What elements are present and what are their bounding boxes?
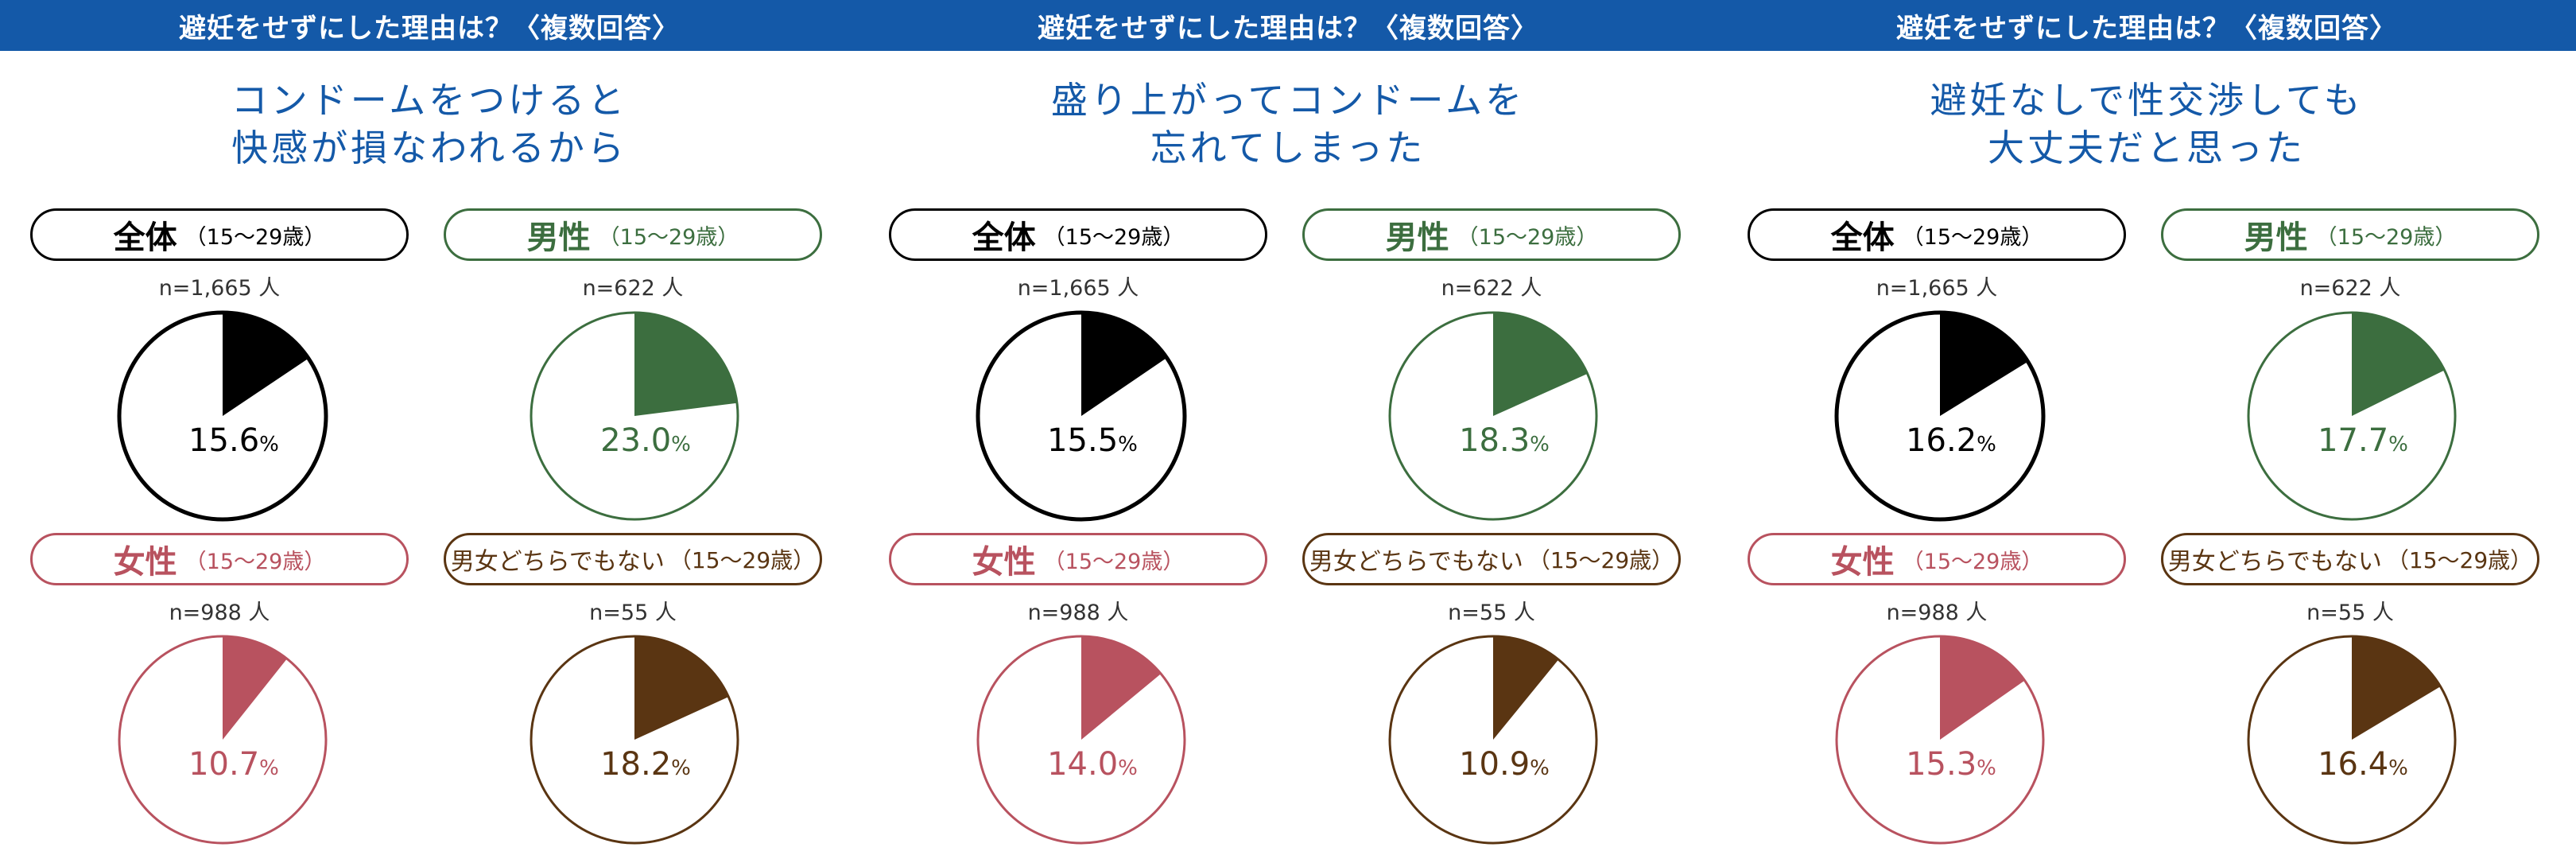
pie-value-label: 14.0% bbox=[1047, 746, 1138, 783]
group-age: （15〜29歳） bbox=[1043, 549, 1185, 574]
group-age: （15〜29歳） bbox=[669, 547, 816, 573]
group-name: 全体 bbox=[972, 220, 1036, 256]
question-line: 避妊なしで性交渉しても bbox=[1930, 79, 2364, 122]
group-label-total: 全体 （15〜29歳） bbox=[889, 208, 1267, 261]
sample-size: n=988 人 bbox=[1027, 601, 1129, 625]
question-line: 快感が損なわれるから bbox=[231, 126, 627, 169]
banner-title: 避妊をせずにした理由は？〈複数回答〉 bbox=[859, 0, 1717, 51]
question-title: 避妊なしで性交渉しても 大丈夫だと思った bbox=[1717, 76, 2576, 172]
pie-slice bbox=[634, 313, 737, 416]
pie-value-label: 23.0% bbox=[600, 422, 691, 459]
pie-slice bbox=[223, 636, 287, 740]
group-name: 男性 bbox=[2244, 220, 2308, 256]
group-age: （15〜29歳） bbox=[1527, 547, 1674, 573]
pie-value-label: 16.4% bbox=[2318, 746, 2408, 783]
question-line: 大丈夫だと思った bbox=[1988, 126, 2306, 169]
group-name: 女性 bbox=[113, 544, 177, 581]
group-name: 女性 bbox=[972, 544, 1036, 581]
sample-size: n=622 人 bbox=[2299, 276, 2401, 301]
sample-size: n=1,665 人 bbox=[158, 276, 281, 301]
group-label-total: 全体 （15〜29歳） bbox=[1748, 208, 2126, 261]
pie-male: 17.7% bbox=[2247, 311, 2457, 521]
pie-slice bbox=[1493, 313, 1588, 416]
pie-slice bbox=[634, 636, 729, 740]
group-label-male: 男性 （15〜29歳） bbox=[2161, 208, 2539, 261]
pie-value-label: 16.2% bbox=[1906, 422, 1996, 459]
pie-value-label: 17.7% bbox=[2318, 422, 2408, 459]
sample-size: n=55 人 bbox=[589, 601, 677, 625]
sample-size: n=55 人 bbox=[2306, 601, 2394, 625]
pie-other: 10.9% bbox=[1388, 635, 1598, 845]
group-age: （15〜29歳） bbox=[1902, 224, 2043, 250]
sample-size: n=1,665 人 bbox=[1017, 276, 1139, 301]
chart-panel-1: 避妊をせずにした理由は？〈複数回答〉コンドームをつけると 快感が損なわれるから全体… bbox=[0, 0, 859, 859]
pie-value-label: 10.9% bbox=[1459, 746, 1550, 783]
pie-slice bbox=[1081, 636, 1162, 740]
group-age: （15〜29歳） bbox=[184, 549, 326, 574]
question-line: 忘れてしまった bbox=[1150, 126, 1426, 169]
pie-other: 16.4% bbox=[2247, 635, 2457, 845]
pie-value-label: 15.3% bbox=[1906, 746, 1996, 783]
group-age: （15〜29歳） bbox=[1043, 224, 1185, 250]
pie-female: 15.3% bbox=[1835, 635, 2045, 845]
group-age: （15〜29歳） bbox=[184, 224, 326, 250]
pie-slice bbox=[2352, 636, 2441, 740]
pie-female: 10.7% bbox=[118, 635, 328, 845]
group-age: （15〜29歳） bbox=[2315, 224, 2457, 250]
group-label-female: 女性 （15〜29歳） bbox=[1748, 533, 2126, 585]
group-name: 男女どちらでもない bbox=[450, 548, 665, 576]
group-label-female: 女性 （15〜29歳） bbox=[30, 533, 409, 585]
pie-value-label: 18.3% bbox=[1459, 422, 1550, 459]
group-name: 女性 bbox=[1830, 544, 1895, 581]
group-name: 全体 bbox=[113, 220, 177, 256]
pie-male: 18.3% bbox=[1388, 311, 1598, 521]
pie-total: 15.5% bbox=[976, 310, 1187, 522]
pie-slice bbox=[1493, 636, 1559, 740]
group-name: 男性 bbox=[1385, 220, 1449, 256]
sample-size: n=55 人 bbox=[1448, 601, 1535, 625]
sample-size: n=622 人 bbox=[582, 276, 684, 301]
group-label-total: 全体 （15〜29歳） bbox=[30, 208, 409, 261]
group-age: （15〜29歳） bbox=[598, 224, 739, 250]
question-title: 盛り上がってコンドームを 忘れてしまった bbox=[859, 76, 1717, 172]
group-age: （15〜29歳） bbox=[1902, 549, 2043, 574]
sample-size: n=988 人 bbox=[169, 601, 270, 625]
chart-panel-2: 避妊をせずにした理由は？〈複数回答〉盛り上がってコンドームを 忘れてしまった全体 （… bbox=[859, 0, 1717, 859]
pie-female: 14.0% bbox=[976, 635, 1186, 845]
chart-panel-3: 避妊をせずにした理由は？〈複数回答〉避妊なしで性交渉しても 大丈夫だと思った全体 （… bbox=[1717, 0, 2576, 859]
pie-slice bbox=[1940, 313, 2028, 416]
pie-slice bbox=[1940, 636, 2025, 740]
pie-value-label: 15.6% bbox=[188, 422, 279, 459]
group-name: 全体 bbox=[1830, 220, 1895, 256]
sample-size: n=1,665 人 bbox=[1876, 276, 1998, 301]
group-name: 男女どちらでもない bbox=[2167, 548, 2382, 576]
pie-male: 23.0% bbox=[530, 311, 739, 521]
pie-value-label: 10.7% bbox=[188, 746, 279, 783]
group-label-male: 男性 （15〜29歳） bbox=[444, 208, 822, 261]
group-label-female: 女性 （15〜29歳） bbox=[889, 533, 1267, 585]
pie-slice bbox=[223, 313, 308, 416]
sample-size: n=988 人 bbox=[1886, 601, 1988, 625]
question-line: コンドームをつけると bbox=[231, 79, 628, 122]
group-name: 男性 bbox=[526, 220, 591, 256]
banner-title: 避妊をせずにした理由は？〈複数回答〉 bbox=[0, 0, 859, 51]
pie-value-label: 15.5% bbox=[1047, 422, 1138, 459]
pie-slice bbox=[1081, 313, 1167, 416]
question-line: 盛り上がってコンドームを bbox=[1050, 79, 1526, 122]
pie-value-label: 18.2% bbox=[600, 746, 691, 783]
group-label-other: 男女どちらでもない （15〜29歳） bbox=[2161, 533, 2539, 585]
group-label-male: 男性 （15〜29歳） bbox=[1302, 208, 1681, 261]
pie-total: 16.2% bbox=[1834, 310, 2046, 522]
question-title: コンドームをつけると 快感が損なわれるから bbox=[0, 76, 859, 172]
group-label-other: 男女どちらでもない （15〜29歳） bbox=[1302, 533, 1681, 585]
banner-title: 避妊をせずにした理由は？〈複数回答〉 bbox=[1717, 0, 2576, 51]
pie-slice bbox=[2352, 313, 2445, 416]
group-name: 男女どちらでもない bbox=[1309, 548, 1523, 576]
pie-other: 18.2% bbox=[530, 635, 739, 845]
sample-size: n=622 人 bbox=[1441, 276, 1542, 301]
group-age: （15〜29歳） bbox=[2386, 547, 2533, 573]
pie-total: 15.6% bbox=[117, 310, 328, 522]
group-age: （15〜29歳） bbox=[1457, 224, 1598, 250]
group-label-other: 男女どちらでもない （15〜29歳） bbox=[444, 533, 822, 585]
